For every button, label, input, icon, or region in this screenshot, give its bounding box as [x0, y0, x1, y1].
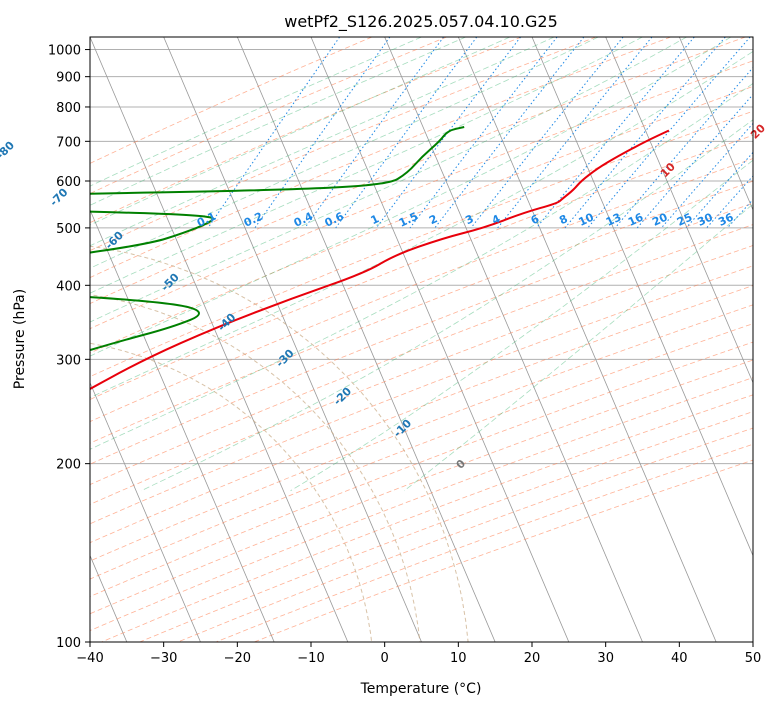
- y-axis-label: Pressure (hPa): [12, 289, 28, 389]
- x-tick-label: −30: [150, 651, 177, 666]
- y-tick-label: 200: [56, 458, 81, 473]
- x-tick-label: 40: [671, 651, 688, 666]
- chart-title: wetPf2_S126.2025.057.04.10.G25: [284, 12, 558, 32]
- x-tick-label: 10: [450, 651, 467, 666]
- y-tick-label: 800: [56, 101, 81, 116]
- y-tick-label: 700: [56, 135, 81, 150]
- x-tick-label: 30: [597, 651, 614, 666]
- y-tick-label: 300: [56, 353, 81, 368]
- y-tick-label: 500: [56, 222, 81, 237]
- x-tick-label: −20: [224, 651, 251, 666]
- x-axis-label: Temperature (°C): [360, 681, 482, 697]
- y-tick-label: 400: [56, 279, 81, 294]
- x-tick-label: −10: [297, 651, 324, 666]
- x-tick-label: −40: [76, 651, 103, 666]
- x-tick-label: 20: [524, 651, 541, 666]
- x-tick-label: 50: [745, 651, 762, 666]
- y-tick-label: 600: [56, 175, 81, 190]
- x-tick-label: 0: [381, 651, 389, 666]
- y-tick-label: 900: [56, 71, 81, 86]
- y-tick-label: 100: [56, 636, 81, 651]
- y-tick-label: 1000: [48, 44, 81, 59]
